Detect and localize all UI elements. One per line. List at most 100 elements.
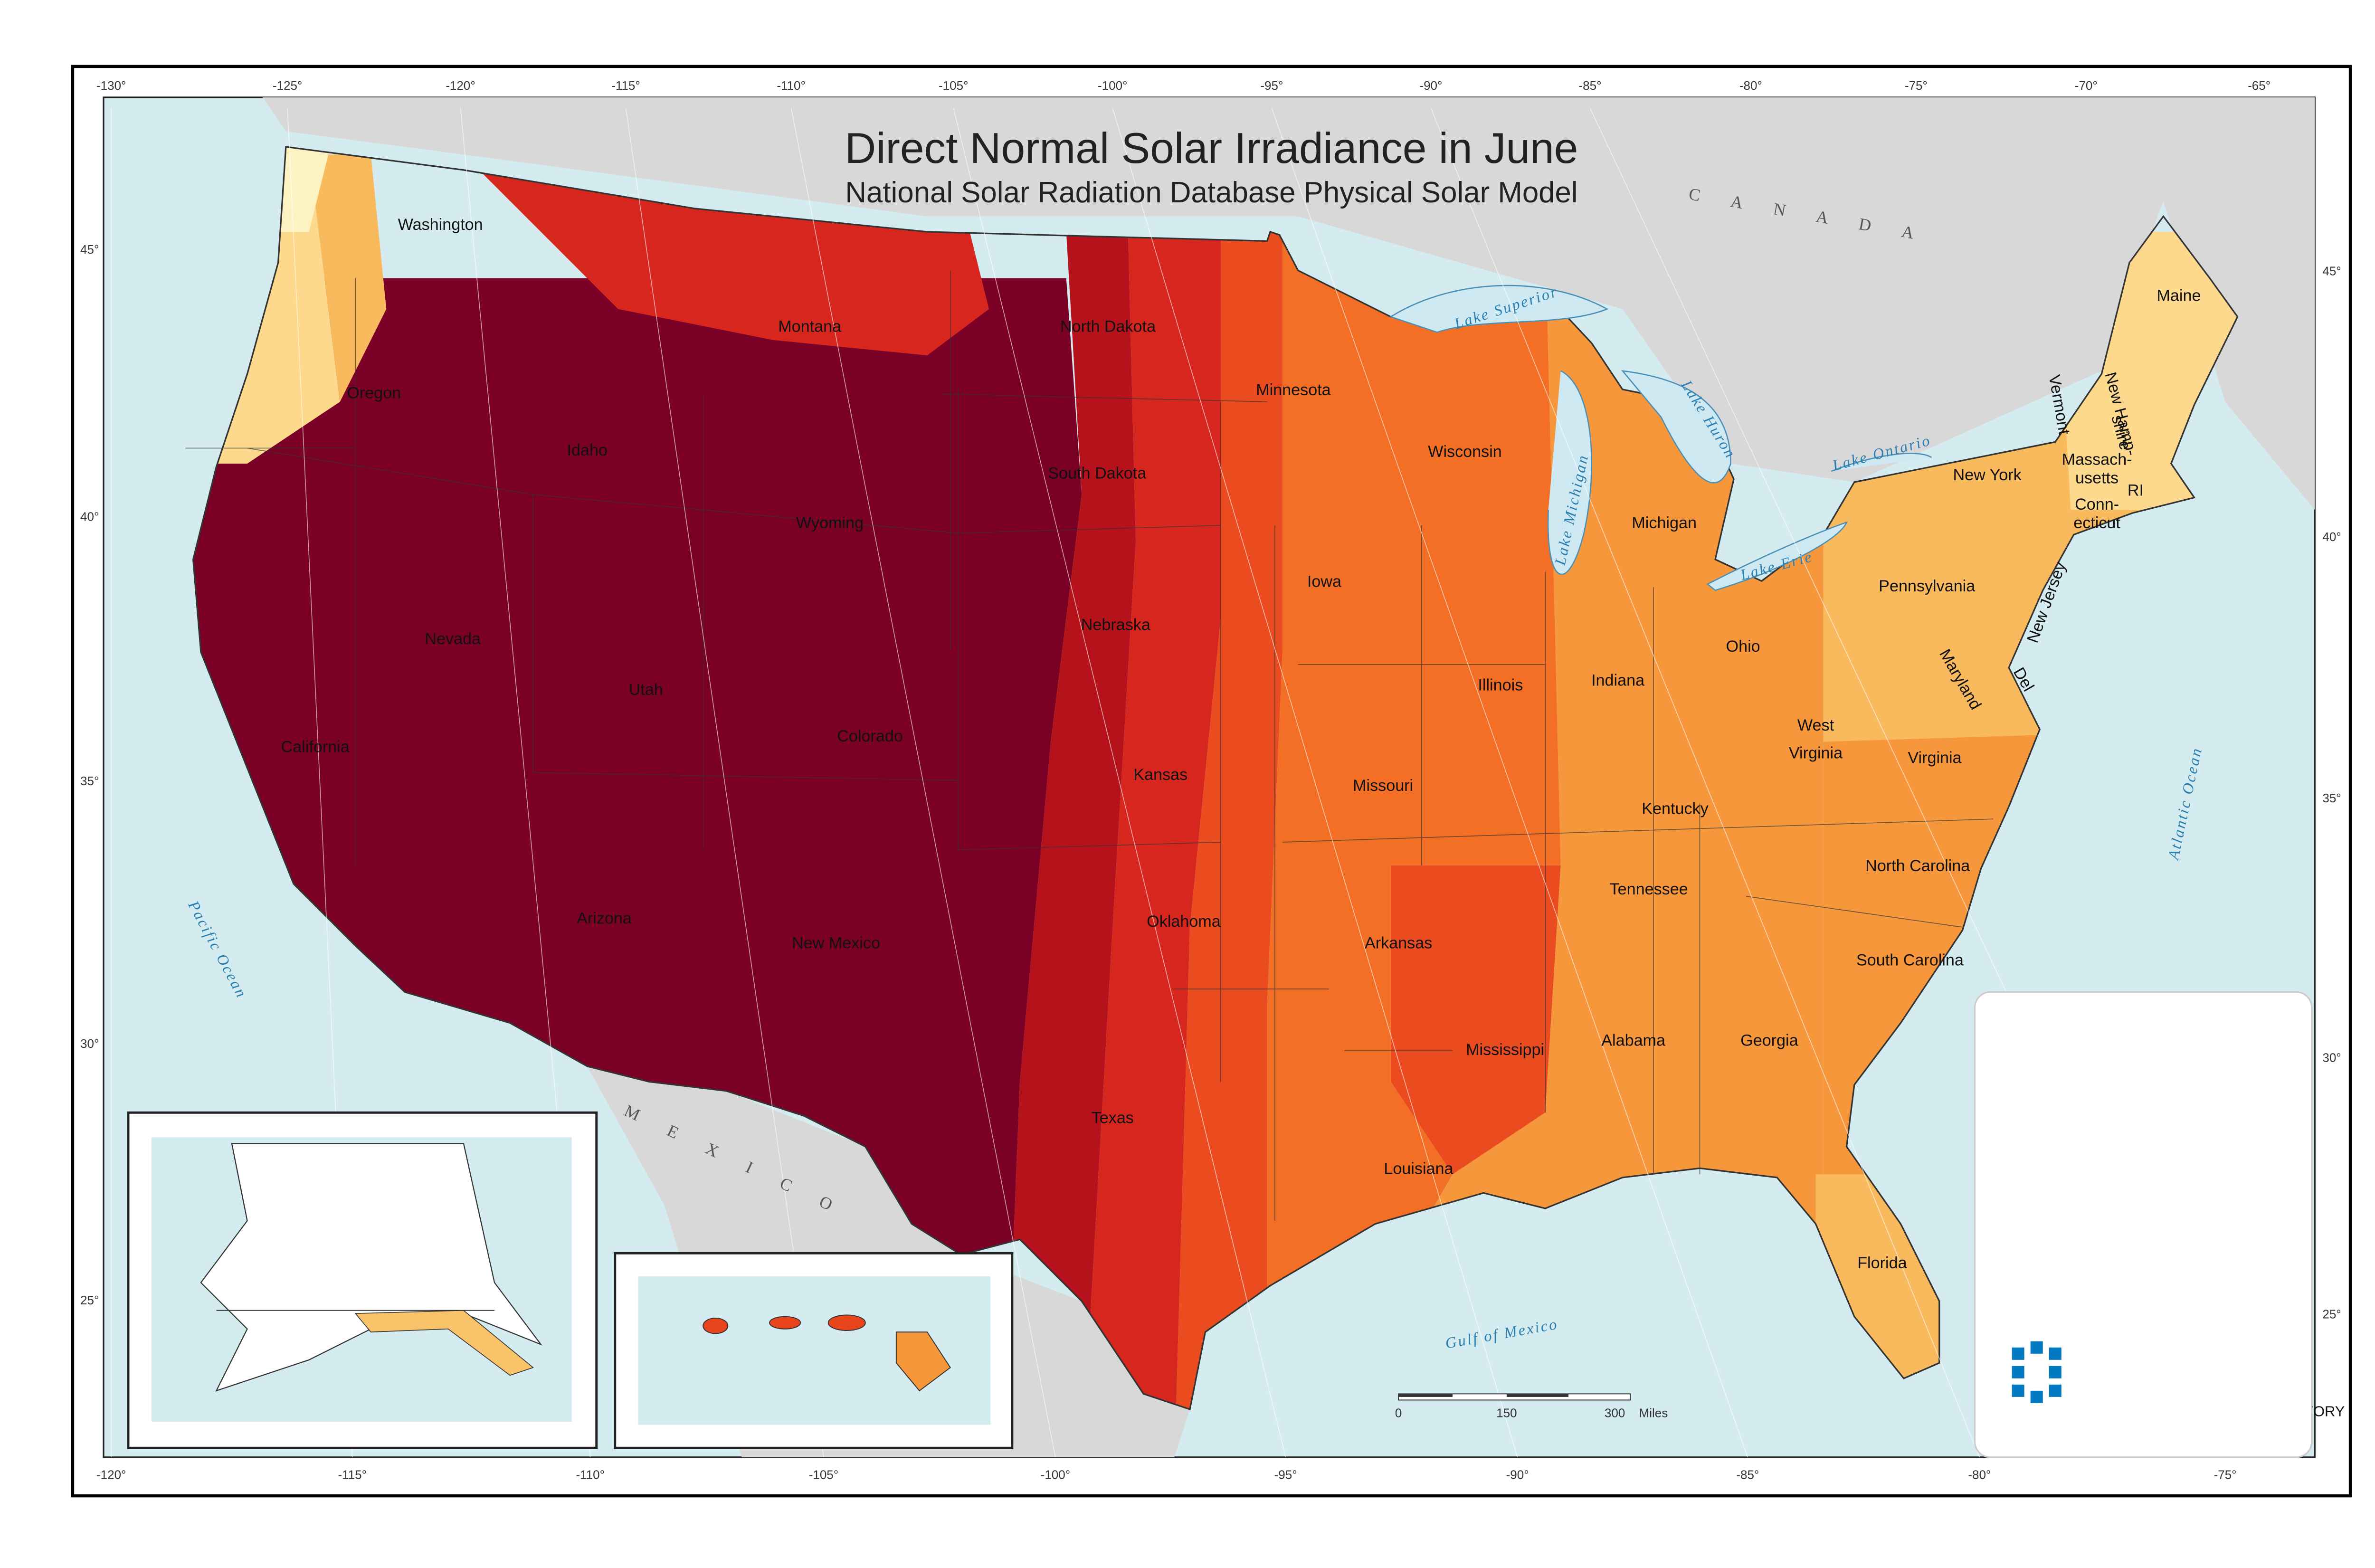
longitude-label: -80° xyxy=(1968,1468,1991,1482)
state-label: New Mexico xyxy=(792,934,880,952)
latitude-label: 40° xyxy=(80,510,99,524)
longitude-label: -85° xyxy=(1736,1468,1759,1482)
scale-unit: Miles xyxy=(1639,1406,1668,1420)
state-label: Pennsylvania xyxy=(1879,577,1975,595)
state-label: Nebraska xyxy=(1081,616,1150,634)
state-label: Virginia xyxy=(1789,744,1843,762)
irradiance-band xyxy=(1174,231,1283,1409)
state-label: Colorado xyxy=(837,727,903,745)
latitude-label: 45° xyxy=(2322,264,2341,278)
longitude-label: -110° xyxy=(576,1468,605,1482)
state-label: Oregon xyxy=(347,384,401,402)
latitude-label: 30° xyxy=(80,1036,99,1051)
state-label: Minnesota xyxy=(1256,381,1331,399)
state-label: Oklahoma xyxy=(1147,912,1221,931)
alaska-land xyxy=(200,1143,542,1392)
state-label: Iowa xyxy=(1307,572,1341,590)
scale-tick: 0 xyxy=(1395,1406,1402,1420)
state-label: Missouri xyxy=(1353,777,1413,795)
state-label: Michigan xyxy=(1632,514,1697,532)
legend-box xyxy=(1974,991,2313,1458)
longitude-label: -75° xyxy=(2214,1468,2237,1482)
irradiance-band xyxy=(1390,865,1561,1175)
longitude-label: -115° xyxy=(338,1468,367,1482)
longitude-label: -125° xyxy=(273,78,302,93)
longitude-label: -100° xyxy=(1041,1468,1070,1482)
great-lakes xyxy=(1389,285,1932,591)
longitude-label: -65° xyxy=(2248,78,2270,93)
longitude-label: -100° xyxy=(1098,78,1127,93)
irradiance-band xyxy=(1082,231,1221,1409)
irradiance-band xyxy=(1004,231,1136,1409)
map-title: Direct Normal Solar Irradiance in June xyxy=(845,124,1578,172)
latitude-label: 25° xyxy=(80,1293,99,1307)
state-label: Utah xyxy=(629,681,663,699)
state-label: New York xyxy=(1953,466,2022,484)
longitude-label: -95° xyxy=(1260,78,1283,93)
longitude-label: -110° xyxy=(777,78,806,93)
state-label: Washington xyxy=(398,216,483,234)
longitude-label: -120° xyxy=(446,78,475,93)
graticule xyxy=(111,108,2226,1458)
irradiance-band xyxy=(270,147,332,232)
state-label: Virginia xyxy=(1908,749,1961,767)
state-label: Mississippi xyxy=(1466,1041,1544,1059)
longitude-label: -85° xyxy=(1579,78,1602,93)
scale-bar xyxy=(1398,1393,1631,1401)
irradiance-band xyxy=(2055,231,2238,510)
state-label: Indiana xyxy=(1591,672,1644,690)
latitude-label: 25° xyxy=(2322,1307,2341,1321)
state-label: Montana xyxy=(778,318,841,336)
state-label: North Dakota xyxy=(1060,318,1156,336)
state-label: Georgia xyxy=(1740,1032,1798,1050)
state-label: usetts xyxy=(2075,469,2118,487)
scale-tick: 150 xyxy=(1496,1406,1517,1420)
longitude-label: -105° xyxy=(809,1468,838,1482)
state-label: Kentucky xyxy=(1642,800,1708,818)
state-label: RI xyxy=(2128,482,2144,500)
state-label: South Carolina xyxy=(1856,951,1964,969)
state-label: Illinois xyxy=(1478,676,1523,694)
hawaii-islands xyxy=(703,1314,951,1392)
longitude-label: -120° xyxy=(96,1468,126,1482)
state-label: Alabama xyxy=(1601,1032,1665,1050)
state-label: Kansas xyxy=(1133,766,1188,784)
state-borders xyxy=(185,270,1994,1221)
longitude-label: -75° xyxy=(1905,78,1928,93)
scale-tick: 300 xyxy=(1605,1406,1625,1420)
state-label: Maine xyxy=(2156,287,2201,305)
longitude-label: -90° xyxy=(1506,1468,1529,1482)
state-label: Arizona xyxy=(577,910,632,928)
state-label: Massach- xyxy=(2062,450,2132,468)
state-label: Conn- xyxy=(2075,495,2119,513)
state-label: Wisconsin xyxy=(1428,443,1502,461)
latitude-label: 35° xyxy=(80,774,99,788)
longitude-label: -130° xyxy=(96,78,126,93)
irradiance-band xyxy=(1267,231,1561,1409)
canada-land xyxy=(103,97,2315,510)
map-subtitle: National Solar Radiation Database Physic… xyxy=(845,176,1577,209)
longitude-label: -90° xyxy=(1419,78,1442,93)
latitude-label: 45° xyxy=(80,242,99,257)
state-label: Idaho xyxy=(567,441,607,459)
state-label: Texas xyxy=(1092,1109,1134,1127)
nrel-logo-mark xyxy=(2012,1341,2062,1403)
state-label: Wyoming xyxy=(796,514,864,532)
irradiance-band xyxy=(309,154,387,402)
state-label: Louisiana xyxy=(1384,1160,1453,1178)
state-label: South Dakota xyxy=(1048,465,1146,483)
state-label: Arkansas xyxy=(1365,934,1432,952)
longitude-label: -105° xyxy=(939,78,968,93)
latitude-label: 35° xyxy=(2322,791,2341,805)
longitude-label: -95° xyxy=(1274,1468,1297,1482)
state-label: West xyxy=(1797,716,1834,734)
latitude-label: 40° xyxy=(2322,530,2341,544)
state-label: California xyxy=(281,738,350,756)
state-label: North Carolina xyxy=(1865,857,1970,875)
irradiance-band xyxy=(1282,231,1824,1409)
longitude-label: -80° xyxy=(1739,78,1762,93)
state-label: Florida xyxy=(1857,1254,1907,1272)
